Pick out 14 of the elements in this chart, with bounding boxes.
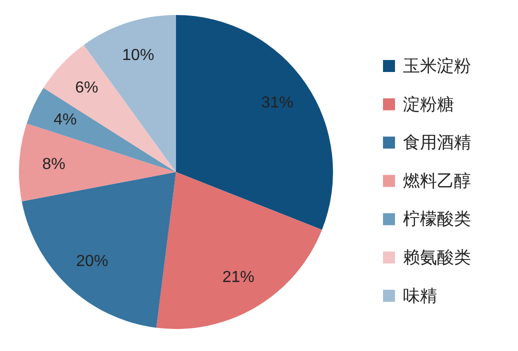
legend-label: 玉米淀粉	[403, 56, 471, 76]
data-label: 6%	[75, 80, 98, 97]
data-label: 20%	[76, 252, 108, 270]
legend-label: 味精	[403, 286, 437, 306]
legend-label: 食用酒精	[403, 133, 471, 152]
legend-label: 淀粉糖	[403, 94, 454, 114]
data-label: 10%	[122, 47, 154, 64]
legend-label: 赖氨酸类	[403, 248, 471, 267]
data-label: 31%	[261, 94, 294, 112]
legend-label: 柠檬酸类	[403, 210, 471, 229]
data-label: 21%	[222, 268, 254, 286]
data-label: 8%	[42, 156, 66, 173]
data-label: 4%	[54, 111, 77, 128]
legend-label: 燃料乙醇	[403, 171, 471, 190]
